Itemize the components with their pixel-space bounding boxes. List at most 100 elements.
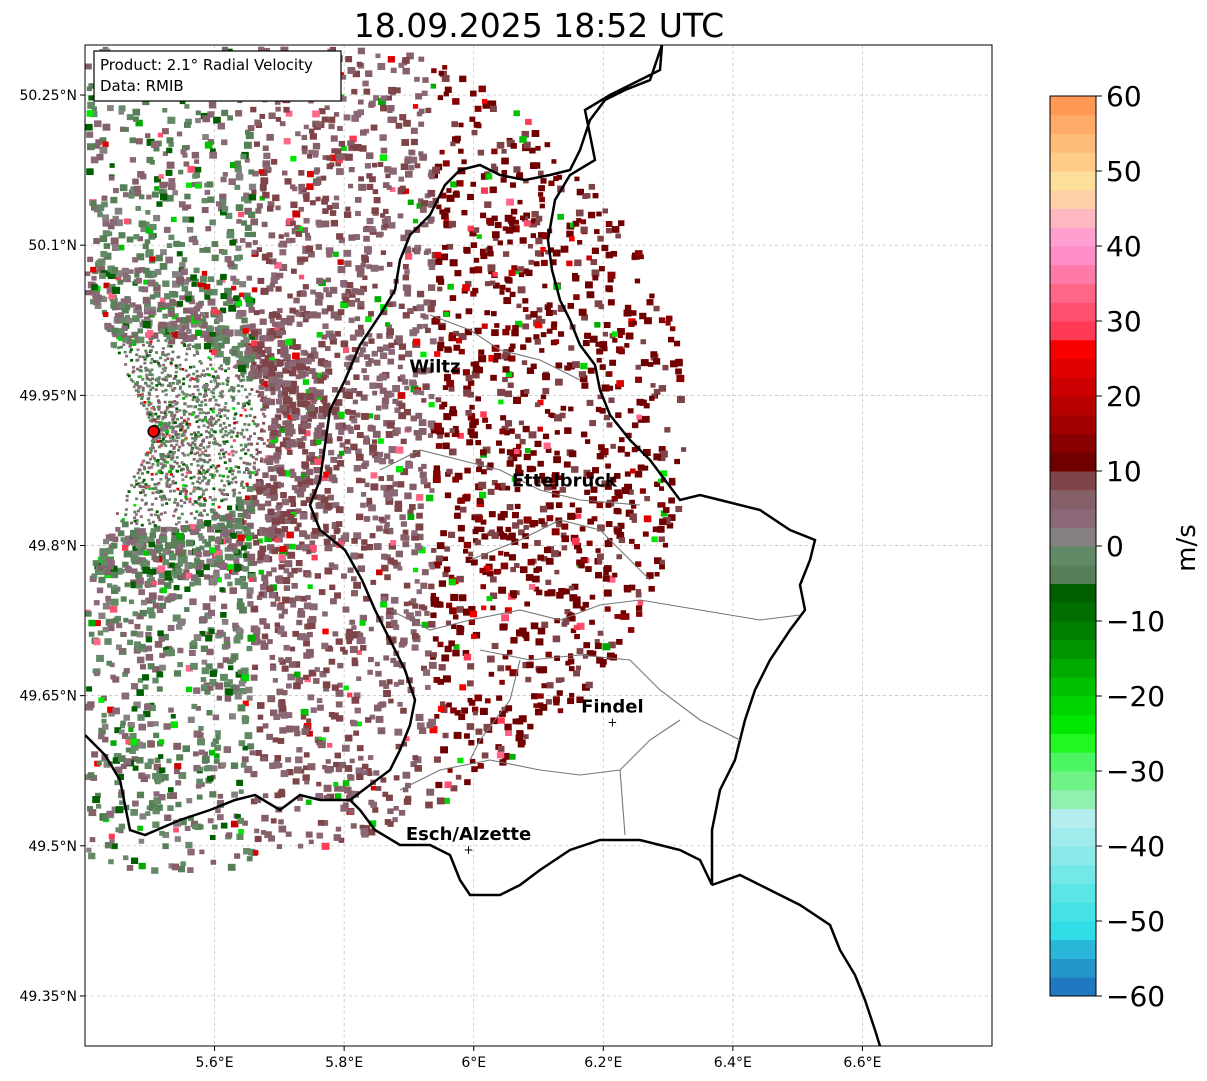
echo-pixel	[653, 305, 660, 312]
echo-pixel	[586, 291, 595, 299]
echo-pixel	[246, 856, 253, 862]
echo-pixel	[464, 779, 471, 786]
echo-pixel	[353, 692, 361, 699]
velocity-echoes	[85, 46, 687, 874]
echo-pixel	[354, 329, 363, 337]
echo-pixel	[207, 388, 211, 391]
echo-pixel	[288, 661, 296, 668]
echo-pixel	[165, 502, 169, 505]
echo-pixel	[380, 147, 388, 154]
echo-pixel	[351, 631, 360, 639]
echo-pixel	[260, 287, 269, 295]
echo-pixel	[192, 353, 196, 357]
echo-pixel	[482, 446, 491, 454]
echo-pixel	[177, 448, 181, 452]
echo-pixel	[292, 352, 300, 360]
echo-pixel	[197, 732, 204, 739]
echo-pixel	[217, 366, 221, 370]
echo-pixel	[196, 431, 200, 434]
echo-pixel	[266, 571, 273, 577]
echo-pixel	[440, 253, 449, 261]
echo-pixel	[163, 378, 167, 381]
echo-pixel	[122, 671, 129, 677]
echo-pixel	[201, 270, 208, 276]
echo-pixel	[271, 567, 277, 573]
echo-pixel	[446, 702, 452, 708]
echo-pixel	[247, 399, 251, 403]
echo-pixel	[410, 415, 418, 422]
echo-pixel	[146, 377, 150, 381]
echo-pixel	[328, 116, 336, 123]
echo-pixel	[380, 601, 388, 608]
echo-pixel	[171, 475, 175, 478]
echo-pixel	[373, 95, 380, 101]
echo-pixel	[274, 261, 282, 269]
echo-pixel	[148, 410, 152, 414]
echo-pixel	[589, 496, 597, 504]
echo-pixel	[122, 539, 130, 547]
echo-pixel	[412, 388, 420, 395]
echo-pixel	[616, 531, 625, 539]
echo-pixel	[591, 269, 600, 277]
echo-pixel	[215, 735, 221, 740]
echo-pixel	[379, 387, 387, 394]
echo-pixel	[554, 569, 560, 575]
echo-pixel	[335, 521, 343, 527]
echo-pixel	[210, 148, 216, 154]
echo-pixel	[301, 461, 309, 469]
echo-pixel	[499, 679, 505, 685]
echo-pixel	[422, 77, 429, 83]
echo-pixel	[237, 512, 243, 518]
echo-pixel	[185, 352, 189, 356]
echo-pixel	[360, 478, 366, 484]
echo-pixel	[505, 665, 512, 671]
echo-pixel	[126, 236, 134, 243]
echo-pixel	[450, 181, 457, 188]
echo-pixel	[539, 196, 545, 203]
echo-pixel	[275, 286, 282, 292]
echo-pixel	[235, 434, 239, 438]
echo-pixel	[374, 414, 381, 420]
echo-pixel	[169, 444, 173, 447]
echo-pixel	[103, 252, 112, 260]
echo-pixel	[247, 471, 251, 475]
echo-pixel	[269, 318, 275, 324]
echo-pixel	[317, 741, 326, 749]
echo-pixel	[280, 330, 287, 335]
echo-pixel	[509, 291, 516, 298]
echo-pixel	[168, 234, 175, 241]
echo-pixel	[109, 163, 115, 168]
echo-pixel	[171, 435, 175, 439]
echo-pixel	[137, 825, 144, 831]
echo-pixel	[245, 443, 249, 447]
echo-pixel	[166, 440, 170, 444]
echo-pixel	[127, 490, 131, 493]
echo-pixel	[582, 193, 588, 199]
echo-pixel	[317, 413, 324, 419]
echo-pixel	[302, 284, 309, 290]
echo-pixel	[89, 575, 97, 582]
echo-pixel	[200, 684, 209, 692]
echo-pixel	[207, 526, 215, 533]
echo-pixel	[202, 550, 211, 557]
echo-pixel	[553, 699, 560, 706]
echo-pixel	[470, 290, 477, 297]
echo-pixel	[215, 465, 219, 468]
echo-pixel	[337, 266, 346, 274]
echo-pixel	[342, 780, 350, 787]
echo-pixel	[149, 549, 157, 556]
echo-pixel	[178, 445, 182, 449]
echo-pixel	[308, 368, 316, 375]
echo-pixel	[169, 562, 175, 568]
echo-pixel	[231, 469, 235, 473]
echo-pixel	[98, 576, 106, 584]
echo-pixel	[194, 500, 198, 504]
echo-pixel	[264, 535, 273, 543]
echo-pixel	[213, 758, 220, 764]
echo-pixel	[555, 502, 563, 508]
echo-pixel	[241, 196, 247, 202]
echo-pixel	[456, 624, 463, 631]
echo-pixel	[471, 129, 478, 136]
echo-pixel	[235, 110, 243, 117]
echo-pixel	[518, 272, 525, 278]
